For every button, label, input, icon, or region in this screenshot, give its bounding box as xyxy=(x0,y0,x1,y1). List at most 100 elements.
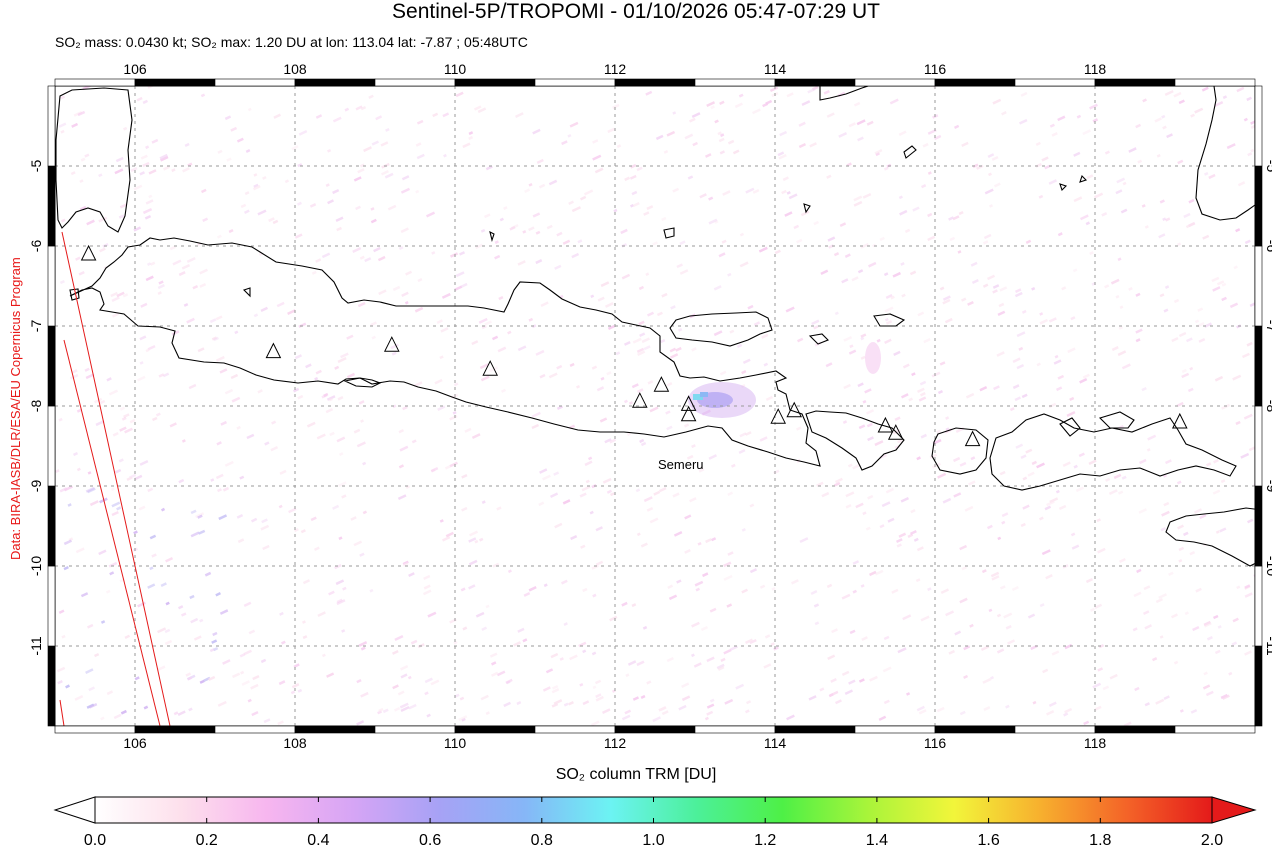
lon-label-top: 118 xyxy=(1084,61,1107,77)
frame-bar-right xyxy=(1254,85,1263,167)
frame-bar-left xyxy=(47,405,56,487)
madura-coastline xyxy=(669,311,773,347)
lat-label-right: -6 xyxy=(1264,240,1272,253)
lat-label-left: -9 xyxy=(28,480,44,493)
colorbar-tick-label: 1.8 xyxy=(1089,832,1112,849)
volcano-marker xyxy=(80,244,97,261)
frame-bar-right xyxy=(1254,325,1263,407)
graticule xyxy=(55,86,1255,726)
swath-edge-3 xyxy=(59,699,65,726)
lon-label-bottom: 118 xyxy=(1084,735,1107,751)
colorbar-tick-label: 1.4 xyxy=(865,832,889,849)
volcano-markers xyxy=(80,244,1188,447)
colorbar-tick-label: 2.0 xyxy=(1200,832,1224,849)
swath-edge-2 xyxy=(63,339,161,726)
frame-bar-right xyxy=(1254,565,1263,647)
frame-bar-top xyxy=(774,78,856,87)
frame-bar-bottom xyxy=(614,725,696,734)
frame-bar-top xyxy=(1174,78,1256,87)
bali-coastline xyxy=(805,410,905,471)
frame-bar-top xyxy=(134,78,216,87)
java-coastline xyxy=(69,237,821,467)
volcano-marker xyxy=(265,342,282,359)
frame-bar-top xyxy=(1014,78,1096,87)
volcano-marker xyxy=(680,405,697,422)
coastlines xyxy=(55,86,1255,567)
lon-label-bottom: 116 xyxy=(924,735,947,751)
frame-bar-right xyxy=(1254,245,1263,327)
colorbar xyxy=(53,796,1257,824)
colorbar-tick-label: 0.6 xyxy=(418,832,442,849)
axis-labels: 106 106 108 108 110 110 112 112 114 114 116 116 118 1… xyxy=(28,61,1272,751)
frame-bar-left xyxy=(47,645,56,727)
frame-bar-bottom xyxy=(374,725,456,734)
frame-bar-right xyxy=(1254,485,1263,567)
frame-bar-bottom xyxy=(1094,725,1176,734)
volcano-marker xyxy=(482,360,499,376)
frame-bar-bottom xyxy=(1014,725,1096,734)
colorbar-tick-label: 0.2 xyxy=(195,832,218,849)
frame-bar-bottom xyxy=(1174,725,1256,734)
colorbar-title: SO₂ column TRM [DU] xyxy=(555,766,717,783)
frame-bar-top xyxy=(534,78,616,87)
lon-label-top: 108 xyxy=(283,61,307,77)
lat-label-left: -6 xyxy=(28,240,44,253)
lon-label-bottom: 112 xyxy=(604,735,627,751)
volcano-marker xyxy=(383,336,400,352)
frame-bar-top xyxy=(454,78,536,87)
map-frame xyxy=(47,78,1263,734)
frame-bar-left xyxy=(47,245,56,327)
lat-label-left: -7 xyxy=(28,320,44,333)
map-background xyxy=(55,86,1255,726)
volcano-marker xyxy=(631,392,648,408)
frame-bar-top xyxy=(934,78,1016,87)
colorbar-tick-label: 0.8 xyxy=(530,832,553,849)
frame-bar-bottom xyxy=(454,725,536,734)
sumbawa-coastline xyxy=(989,413,1237,491)
colorbar-tick-label: 0.0 xyxy=(83,832,107,849)
frame-bar-right xyxy=(1254,165,1263,247)
lon-label-top: 116 xyxy=(924,61,947,77)
frame-bar-top xyxy=(294,78,376,87)
lat-label-right: -8 xyxy=(1264,400,1272,413)
frame-bar-top xyxy=(374,78,456,87)
lat-label-left: -8 xyxy=(28,400,44,413)
kalimantan-coastline xyxy=(819,86,870,101)
volcano-marker xyxy=(680,395,697,411)
lat-label-right: -11 xyxy=(1264,636,1272,655)
lombok-coastline xyxy=(931,427,989,475)
volcano-marker xyxy=(770,408,787,424)
lon-label-bottom: 110 xyxy=(444,735,467,751)
colorbar-tick-label: 0.4 xyxy=(307,832,330,849)
volcano-marker xyxy=(964,430,981,447)
volcano-marker xyxy=(877,416,894,433)
lat-label-right: -10 xyxy=(1264,556,1272,576)
lat-label-left: -5 xyxy=(28,160,44,173)
frame-bar-left xyxy=(47,85,56,167)
lon-label-top: 106 xyxy=(123,61,147,77)
volcano-label-semeru: Semeru xyxy=(658,457,704,472)
plume-minor xyxy=(865,342,881,374)
swath-edges xyxy=(59,231,171,726)
frame-bar-right xyxy=(1254,645,1263,727)
lon-label-bottom: 106 xyxy=(123,735,147,751)
colorbar-under-arrow xyxy=(53,796,96,824)
frame-bar-bottom xyxy=(854,725,936,734)
lat-label-right: -9 xyxy=(1264,480,1272,493)
sulawesi-coastline xyxy=(1195,86,1255,221)
lon-label-top: 114 xyxy=(764,61,787,77)
frame-bar-top xyxy=(854,78,936,87)
frame-bar-right xyxy=(1254,405,1263,487)
lon-label-top: 112 xyxy=(604,61,627,77)
volcano-marker xyxy=(653,376,670,392)
lat-label-left: -11 xyxy=(28,636,44,655)
frame-bar-top xyxy=(1094,78,1176,87)
plume-pixel xyxy=(700,392,708,397)
frame-bar-left xyxy=(47,325,56,407)
colorbar-tick-label: 1.0 xyxy=(642,832,665,849)
lon-label-bottom: 108 xyxy=(283,735,307,751)
lat-label-right: -7 xyxy=(1264,320,1272,333)
frame-bar-top xyxy=(214,78,296,87)
frame-bar-top xyxy=(694,78,776,87)
